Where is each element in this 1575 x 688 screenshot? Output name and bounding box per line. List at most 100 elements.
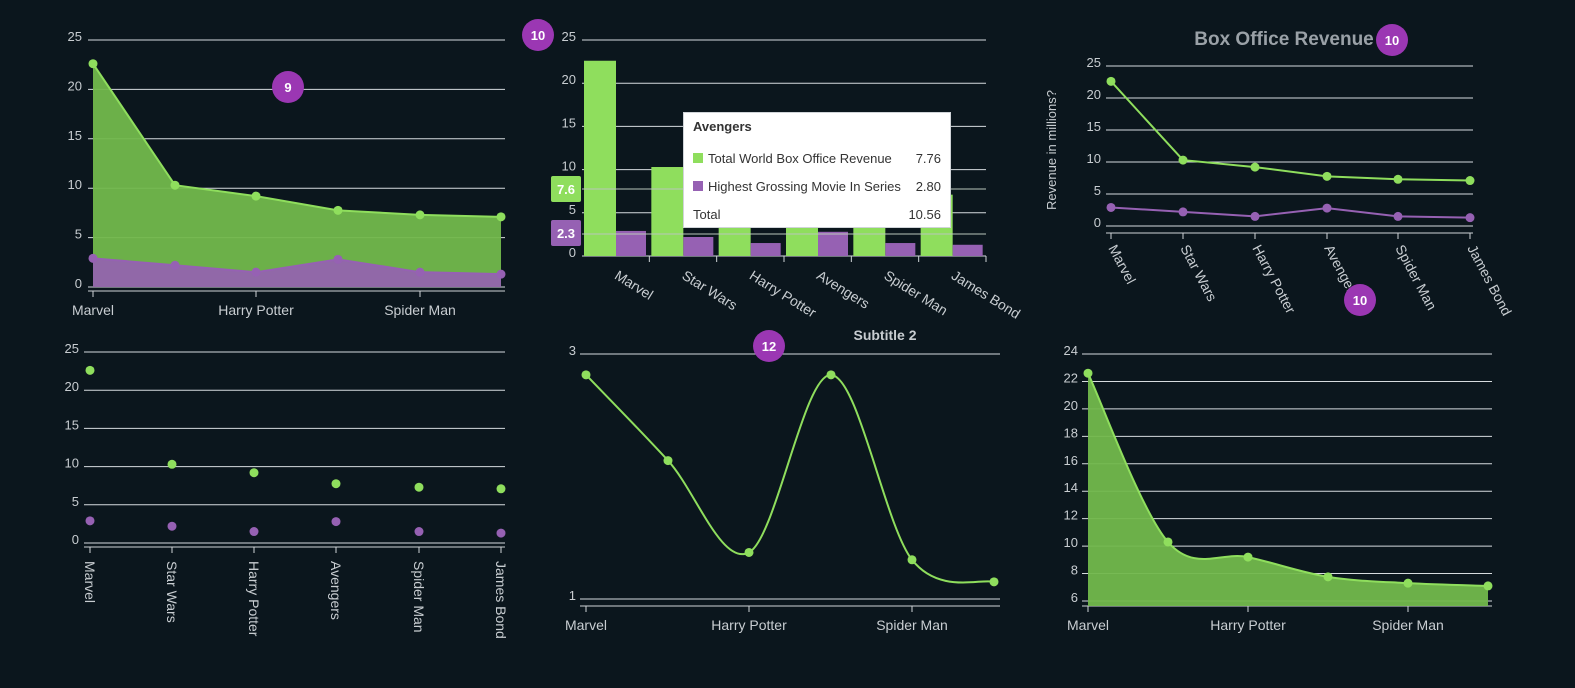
y-tick-label: 15 bbox=[562, 115, 576, 130]
line-series-total bbox=[1110, 80, 1471, 182]
line-series-total bbox=[92, 63, 502, 218]
data-point bbox=[496, 269, 506, 279]
data-point bbox=[1243, 552, 1253, 562]
tooltip-row-name: Total World Box Office Revenue bbox=[708, 150, 892, 166]
tooltip-title: Avengers bbox=[693, 119, 752, 134]
y-tick-label: 6 bbox=[1071, 590, 1078, 605]
scatter-point-total bbox=[414, 482, 424, 492]
annotation-badge-label: 10 bbox=[1385, 33, 1399, 48]
y-tick-label: 14 bbox=[1064, 480, 1078, 495]
y-tick-label: 10 bbox=[1064, 535, 1078, 550]
data-point bbox=[581, 370, 591, 380]
crosshair-label-green: 7.6 bbox=[551, 176, 581, 202]
bar-highest bbox=[750, 243, 781, 256]
y-tick-label: 1 bbox=[569, 588, 576, 603]
y-tick-label: 20 bbox=[1064, 398, 1078, 413]
annotation-badge bbox=[753, 330, 785, 362]
spline-series bbox=[585, 373, 995, 584]
data-point bbox=[88, 253, 98, 263]
data-point bbox=[1465, 176, 1475, 186]
bar-highest bbox=[616, 230, 646, 256]
x-tick-label: Star Wars bbox=[1177, 242, 1220, 304]
y-tick-label: 10 bbox=[562, 159, 576, 174]
data-point bbox=[170, 260, 180, 270]
scatter-point-highest bbox=[249, 527, 259, 537]
x-tick-label: Harry Potter bbox=[1210, 617, 1286, 633]
y-tick-label: 0 bbox=[569, 245, 576, 260]
scatter-point-highest bbox=[496, 528, 506, 538]
y-tick-label: 10 bbox=[1087, 151, 1101, 166]
data-point bbox=[251, 191, 261, 201]
annotation-badge bbox=[1376, 24, 1408, 56]
annotation-badge bbox=[522, 19, 554, 51]
y-tick-label: 5 bbox=[72, 494, 79, 509]
y-tick-label: 20 bbox=[68, 78, 82, 93]
data-point bbox=[1393, 174, 1403, 184]
data-point bbox=[1250, 211, 1260, 221]
x-tick-label: Spider Man bbox=[876, 617, 948, 633]
scatter-point-highest bbox=[167, 521, 177, 531]
x-tick-label: Avengers bbox=[814, 267, 872, 312]
y-axis-label: Revenue in millions? bbox=[1044, 90, 1059, 210]
scatter-point-total bbox=[496, 484, 506, 494]
x-tick-label: Harry Potter bbox=[218, 302, 294, 318]
scatter-point-total bbox=[85, 365, 95, 375]
tooltip-swatch-purple bbox=[693, 181, 703, 191]
y-tick-label: 5 bbox=[1094, 183, 1101, 198]
scatter-point-total bbox=[249, 468, 259, 478]
data-point bbox=[1178, 207, 1188, 217]
data-point bbox=[1083, 368, 1093, 378]
y-tick-label: 0 bbox=[1094, 215, 1101, 230]
x-tick-label: Spider Man bbox=[411, 561, 427, 633]
line-series-highest bbox=[92, 257, 502, 276]
tooltip-row-name: Highest Grossing Movie In Series bbox=[708, 178, 901, 194]
data-point bbox=[1465, 213, 1475, 223]
tooltip-row-value: 2.80 bbox=[915, 178, 941, 194]
x-tick-label: Harry Potter bbox=[246, 561, 262, 637]
bar-total bbox=[651, 167, 684, 256]
chart-title: Box Office Revenue bbox=[1194, 29, 1374, 50]
y-tick-label: 10 bbox=[68, 177, 82, 192]
x-tick-label: Marvel bbox=[82, 561, 98, 603]
annotation-badge bbox=[272, 71, 304, 103]
tooltip-row-value: 7.76 bbox=[915, 150, 941, 166]
y-tick-label: 8 bbox=[1071, 563, 1078, 578]
y-tick-label: 10 bbox=[65, 456, 79, 471]
tooltip-row: Highest Grossing Movie In Series 2.80 bbox=[693, 177, 941, 195]
data-point bbox=[1163, 537, 1173, 547]
data-point bbox=[415, 210, 425, 220]
annotation-badge-label: 10 bbox=[531, 28, 545, 43]
x-tick-label: Star Wars bbox=[679, 267, 740, 313]
data-point bbox=[1106, 202, 1116, 212]
data-point bbox=[251, 267, 261, 277]
data-point bbox=[663, 456, 673, 466]
y-tick-label: 22 bbox=[1064, 370, 1078, 385]
x-tick-label: Marvel bbox=[72, 302, 114, 318]
data-point bbox=[333, 205, 343, 215]
y-tick-label: 5 bbox=[75, 227, 82, 242]
x-tick-label: Spider Man bbox=[881, 267, 950, 319]
scatter-point-highest bbox=[414, 527, 424, 537]
x-tick-label: Marvel bbox=[1105, 242, 1139, 287]
tooltip-total-value: 10.56 bbox=[908, 206, 941, 222]
y-tick-label: 25 bbox=[65, 341, 79, 356]
y-tick-label: 18 bbox=[1064, 425, 1078, 440]
data-point bbox=[415, 267, 425, 277]
y-tick-label: 0 bbox=[75, 276, 82, 291]
tooltip-row: Total World Box Office Revenue 7.76 bbox=[693, 149, 941, 167]
y-tick-label: 16 bbox=[1064, 453, 1078, 468]
x-tick-label: Harry Potter bbox=[711, 617, 787, 633]
data-point bbox=[496, 212, 506, 222]
crosshair-label-purple: 2.3 bbox=[551, 220, 581, 246]
x-tick-label: Avengers bbox=[328, 561, 344, 620]
y-tick-label: 15 bbox=[65, 417, 79, 432]
y-tick-label: 20 bbox=[562, 72, 576, 87]
x-tick-label: Marvel bbox=[565, 617, 607, 633]
y-tick-label: 25 bbox=[562, 29, 576, 44]
y-tick-label: 0 bbox=[72, 532, 79, 547]
annotation-badge-label: 9 bbox=[284, 80, 291, 95]
tooltip-total-label: Total bbox=[693, 206, 721, 222]
data-point bbox=[1393, 211, 1403, 221]
data-point bbox=[1322, 203, 1332, 213]
